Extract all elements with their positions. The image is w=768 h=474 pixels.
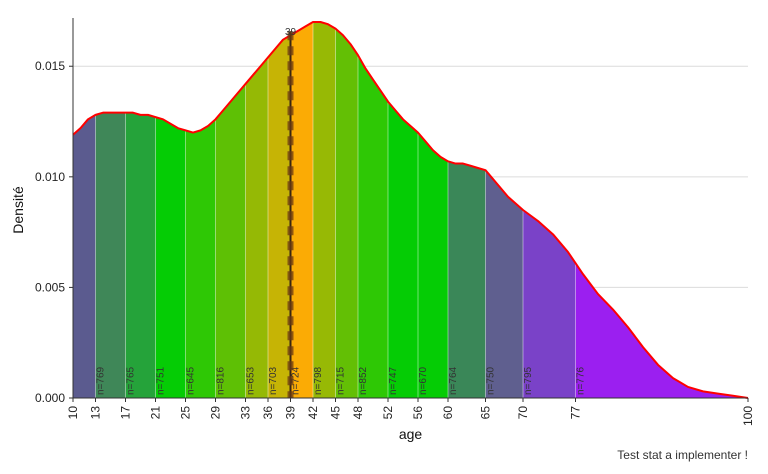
x-tick-label: 25 bbox=[179, 406, 193, 420]
x-tick-label: 70 bbox=[516, 406, 530, 420]
density-bin bbox=[290, 22, 313, 398]
y-axis-title: Densité bbox=[10, 186, 26, 234]
x-tick-label: 33 bbox=[239, 406, 253, 420]
density-curve-layer bbox=[72, 21, 749, 399]
bin-count-label: n=765 bbox=[126, 366, 137, 395]
footer-note: Test stat a implementer ! bbox=[617, 448, 748, 462]
density-bin bbox=[155, 117, 186, 398]
density-bin bbox=[335, 28, 358, 399]
bin-count-label: n=750 bbox=[486, 366, 497, 395]
density-bin bbox=[523, 210, 576, 398]
bin-count-label: n=670 bbox=[418, 366, 429, 395]
density-bin bbox=[418, 132, 448, 398]
x-tick-label: 48 bbox=[351, 406, 365, 420]
bin-count-label: n=645 bbox=[186, 366, 197, 395]
density-bin bbox=[485, 170, 523, 398]
density-bin bbox=[73, 114, 96, 399]
density-bin bbox=[313, 22, 336, 398]
x-tick-label: 17 bbox=[119, 406, 133, 420]
y-tick-label: 0.005 bbox=[35, 280, 65, 294]
bin-count-label: n=747 bbox=[388, 366, 399, 395]
bin-count-label: n=703 bbox=[268, 366, 279, 395]
density-bin bbox=[448, 161, 486, 398]
bin-count-label: n=715 bbox=[336, 366, 347, 395]
x-tick-label: 100 bbox=[741, 406, 755, 426]
x-tick-label: 60 bbox=[441, 406, 455, 420]
x-tick-label: 56 bbox=[411, 406, 425, 420]
marker-layer: 39 bbox=[285, 27, 297, 398]
density-bin bbox=[388, 101, 418, 398]
density-curve bbox=[72, 21, 749, 399]
bin-count-label: n=852 bbox=[358, 366, 369, 395]
bin-count-label: n=764 bbox=[448, 366, 459, 395]
density-bin bbox=[125, 112, 156, 399]
x-tick-label: 13 bbox=[89, 406, 103, 420]
bin-count-label: n=653 bbox=[246, 366, 257, 395]
bin-count-label: n=724 bbox=[291, 366, 302, 395]
bin-count-label: n=769 bbox=[96, 366, 107, 395]
bin-count-label: n=776 bbox=[576, 366, 587, 395]
x-tick-label: 36 bbox=[261, 406, 275, 420]
density-area-bins bbox=[73, 22, 748, 399]
x-axis-title: age bbox=[399, 426, 423, 442]
marker-label: 39 bbox=[285, 27, 297, 38]
y-tick-label: 0.000 bbox=[35, 391, 65, 405]
bin-count-label: n=816 bbox=[216, 366, 227, 395]
x-tick-label: 39 bbox=[284, 406, 298, 420]
axes: 0.000 0.005 0.010 0.015 10 13 17 21 25 29 33 36 39 42… bbox=[35, 18, 755, 426]
bin-count-label: n=798 bbox=[313, 366, 324, 395]
y-tick-label: 0.010 bbox=[35, 170, 65, 184]
density-bin bbox=[575, 263, 748, 398]
y-tick-label: 0.015 bbox=[35, 59, 65, 73]
x-tick-label: 77 bbox=[569, 406, 583, 420]
x-tick-label: 65 bbox=[479, 406, 493, 420]
density-bin bbox=[268, 35, 291, 398]
density-bin bbox=[358, 55, 388, 398]
bin-count-labels: n=769 n=765 n=751 n=645 n=816 n=653 n=703 n=724… bbox=[96, 366, 587, 395]
bin-count-label: n=795 bbox=[523, 366, 534, 395]
bin-count-label: n=751 bbox=[156, 366, 167, 395]
density-bin bbox=[215, 83, 246, 398]
x-tick-label: 29 bbox=[209, 406, 223, 420]
density-bin bbox=[95, 112, 126, 399]
x-tick-label: 52 bbox=[381, 406, 395, 420]
x-tick-label: 45 bbox=[329, 406, 343, 420]
density-bin bbox=[245, 57, 268, 398]
bin-separators bbox=[95, 22, 576, 398]
x-tick-label: 10 bbox=[66, 406, 80, 420]
density-bin bbox=[185, 119, 216, 398]
x-tick-label: 21 bbox=[149, 406, 163, 420]
x-tick-label: 42 bbox=[306, 406, 320, 420]
